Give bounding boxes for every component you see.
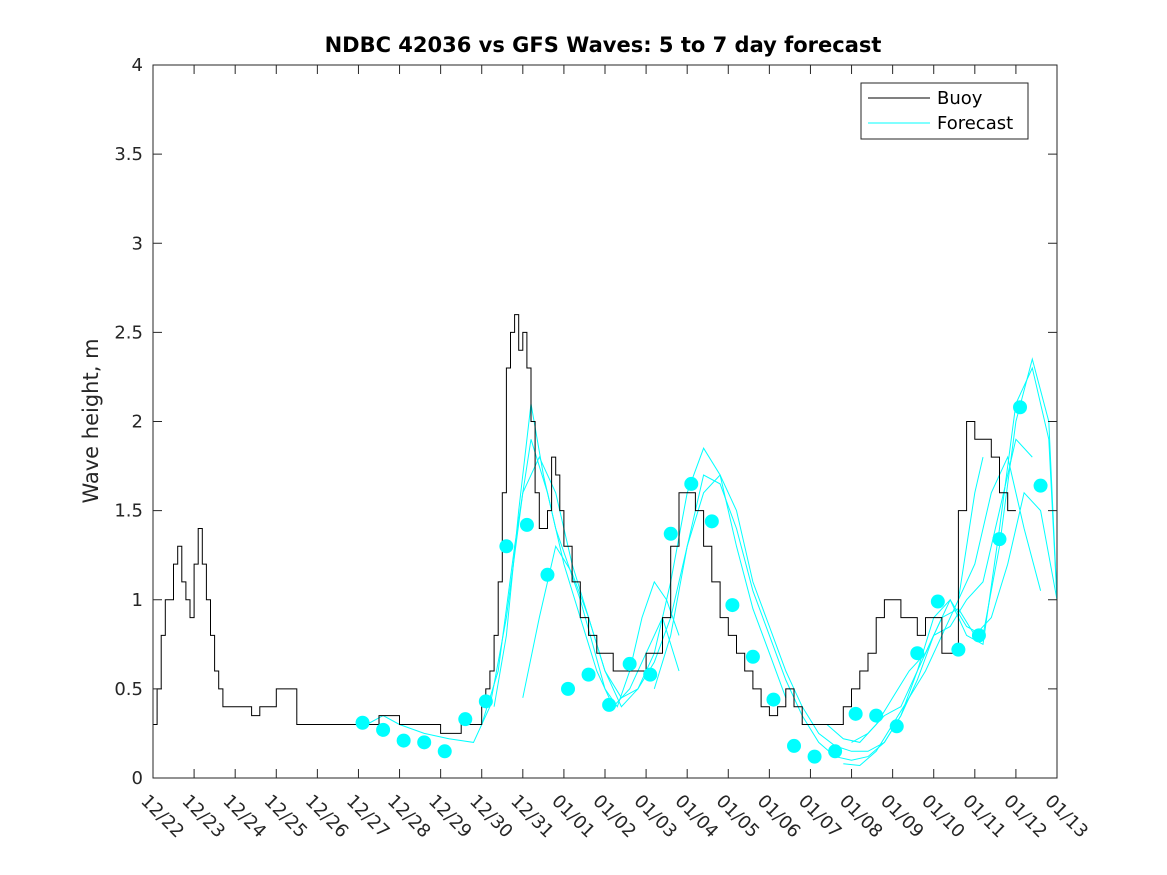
y-tick-label: 0.5	[114, 679, 143, 700]
y-axis: 0 0.5 1 1.5 2 2.5 3 3.5 4	[114, 55, 1057, 789]
x-tick-label: 01/03	[630, 791, 682, 843]
y-tick-label: 1.5	[114, 501, 143, 522]
forecast-marker	[478, 694, 493, 709]
forecast-marker	[930, 594, 945, 609]
forecast-marker	[848, 706, 863, 721]
forecast-marker	[787, 738, 802, 753]
forecast-marker	[992, 532, 1007, 547]
y-tick-label: 2	[132, 412, 143, 433]
x-tick-label: 12/31	[506, 791, 558, 843]
legend-buoy-label: Buoy	[937, 88, 983, 109]
legend-box	[860, 82, 1029, 140]
y-tick-label: 1	[132, 590, 143, 611]
buoy-line	[153, 314, 1016, 734]
forecast-marker	[519, 517, 534, 532]
legend: Buoy Forecast	[860, 82, 1029, 140]
y-tick-label: 2.5	[114, 322, 143, 343]
y-tick-label: 3.5	[114, 144, 143, 165]
y-tick-label: 3	[132, 233, 143, 254]
x-tick-label: 01/13	[1040, 791, 1092, 843]
x-tick-label: 01/08	[835, 791, 887, 843]
forecast-line	[653, 357, 1058, 761]
x-tick-label: 01/04	[671, 791, 723, 843]
x-tick-label: 12/24	[219, 791, 271, 843]
forecast-marker	[561, 681, 576, 696]
forecast-marker	[869, 708, 884, 723]
plot-background	[153, 65, 1057, 778]
forecast-marker	[951, 642, 966, 657]
x-tick-label: 01/11	[958, 791, 1010, 843]
legend-forecast-label: Forecast	[937, 113, 1013, 134]
x-tick-label: 01/07	[794, 791, 846, 843]
x-tick-label: 01/12	[999, 791, 1051, 843]
forecast-line	[493, 403, 680, 708]
forecast-marker	[910, 646, 925, 661]
forecast-marker	[622, 656, 637, 671]
forecast-marker	[971, 628, 986, 643]
forecast-marker	[704, 514, 719, 529]
x-tick-label: 12/29	[424, 791, 476, 843]
buoy-line-group	[153, 314, 1016, 734]
forecast-marker	[540, 567, 555, 582]
x-tick-label: 12/25	[260, 791, 312, 843]
x-tick-label: 12/30	[465, 791, 517, 843]
x-tick-label: 12/22	[136, 791, 188, 843]
plot-area	[152, 64, 1058, 779]
forecast-marker	[458, 712, 473, 727]
forecast-marker	[745, 649, 760, 664]
forecast-marker	[828, 744, 843, 759]
forecast-line	[957, 456, 984, 600]
forecast-marker	[807, 749, 822, 764]
x-tick-label: 12/27	[342, 791, 394, 843]
forecast-marker	[437, 744, 452, 759]
forecast-marker	[663, 526, 678, 541]
y-tick-label: 0	[132, 768, 143, 789]
forecast-marker	[1033, 478, 1048, 493]
forecast-marker	[581, 667, 596, 682]
x-tick-label: 01/02	[588, 791, 640, 843]
y-tick-label: 4	[132, 55, 143, 76]
x-tick-label: 01/05	[712, 791, 764, 843]
forecast-marker	[376, 722, 391, 737]
forecast-marker	[725, 598, 740, 613]
y-axis-label: Wave height, m	[79, 338, 103, 503]
forecast-marker	[643, 667, 658, 682]
x-tick-label: 12/23	[178, 791, 230, 843]
forecast-marker	[417, 735, 432, 750]
x-tick-label: 12/28	[383, 791, 435, 843]
forecast-markers	[355, 400, 1048, 764]
x-tick-label: 01/06	[753, 791, 805, 843]
forecast-marker	[396, 733, 411, 748]
x-tick-label: 01/10	[917, 791, 969, 843]
forecast-marker	[1013, 400, 1028, 415]
chart-title: NDBC 42036 vs GFS Waves: 5 to 7 day fore…	[325, 33, 882, 57]
forecast-marker	[766, 692, 781, 707]
forecast-marker	[355, 715, 370, 730]
forecast-marker	[499, 539, 514, 554]
forecast-marker	[684, 476, 699, 491]
x-tick-label: 12/26	[301, 791, 353, 843]
forecast-marker	[889, 719, 904, 734]
x-tick-label: 01/09	[876, 791, 928, 843]
forecast-marker	[602, 697, 617, 712]
x-tick-label: 01/01	[547, 791, 599, 843]
